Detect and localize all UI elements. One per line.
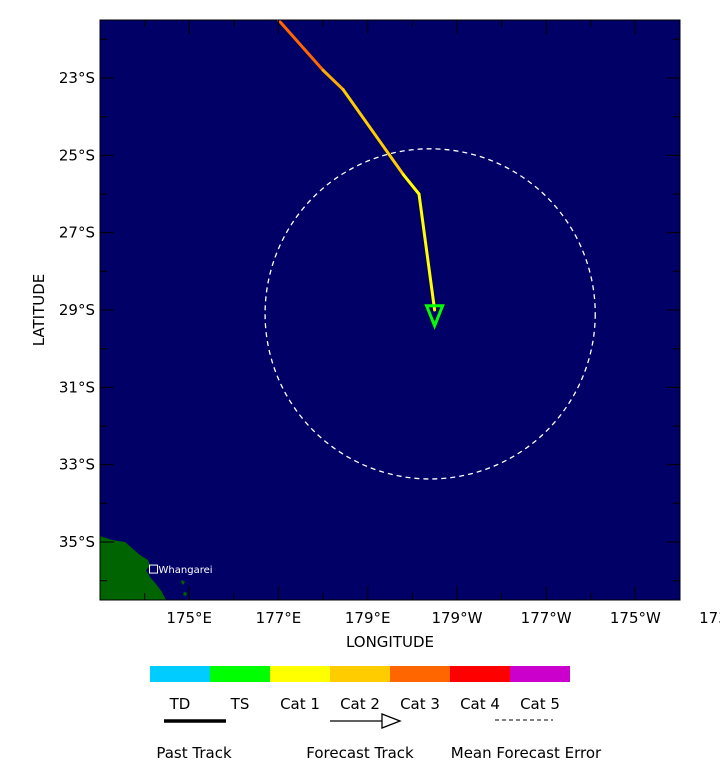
mean-forecast-error-label: Mean Forecast Error <box>451 744 602 760</box>
x-tick-label: 179°W <box>431 609 482 627</box>
y-axis-ticks: 23°S 25°S 27°S 29°S 31°S 33°S 35°S <box>59 38 680 582</box>
x-axis-title: LONGITUDE <box>346 633 434 651</box>
new-zealand-land <box>100 536 166 600</box>
legend-category-label: Cat 4 <box>460 695 500 713</box>
past-track-label: Past Track <box>156 744 232 760</box>
y-axis-title: LATITUDE <box>30 274 48 347</box>
coastal-island <box>183 592 187 596</box>
legend-swatch <box>390 666 450 682</box>
legend-swatch <box>330 666 390 682</box>
y-tick-label: 35°S <box>59 533 95 551</box>
track-segment <box>276 20 325 72</box>
track-segment <box>321 68 345 92</box>
y-tick-label: 33°S <box>59 456 95 474</box>
legend-swatch <box>510 666 570 682</box>
x-tick-label: 177°W <box>521 609 572 627</box>
legend-swatch <box>150 666 210 682</box>
track-segment <box>401 173 421 196</box>
city-label: Whangarei <box>159 565 213 576</box>
intensity-color-bar <box>150 666 570 682</box>
track-segment <box>341 88 405 177</box>
legend-category-label: Cat 1 <box>280 695 320 713</box>
legend-swatch <box>270 666 330 682</box>
legend-category-label: TD <box>169 695 191 713</box>
legend-category-label: Cat 2 <box>340 695 380 713</box>
y-tick-label: 31°S <box>59 378 95 396</box>
intensity-legend-labels: TD TS Cat 1 Cat 2 Cat 3 Cat 4 Cat 5 <box>169 695 560 713</box>
x-tick-label: 173°W <box>699 609 720 627</box>
x-tick-label: 175°E <box>166 609 212 627</box>
ocean-background <box>100 20 680 600</box>
legend-category-label: TS <box>230 695 250 713</box>
x-tick-label: 175°W <box>610 609 661 627</box>
legend-swatch <box>210 666 270 682</box>
y-tick-label: 29°S <box>59 301 95 319</box>
x-tick-label: 177°E <box>256 609 302 627</box>
past-track <box>276 20 437 312</box>
coastal-island <box>181 580 185 585</box>
x-tick-label: 179°E <box>345 609 391 627</box>
mean-forecast-error-circle <box>264 148 596 480</box>
forecast-position-marker <box>424 304 445 330</box>
legend-category-label: Cat 5 <box>520 695 560 713</box>
legend-swatch <box>450 666 510 682</box>
y-tick-label: 23°S <box>59 69 95 87</box>
track-segment <box>417 192 437 312</box>
city-marker <box>149 564 159 574</box>
x-axis-ticks: 175°E 177°E 179°E 179°W 177°W 175°W 173°W <box>144 20 720 627</box>
legend-category-label: Cat 3 <box>400 695 440 713</box>
y-tick-label: 25°S <box>59 146 95 164</box>
forecast-arrow-icon <box>381 713 402 729</box>
y-tick-label: 27°S <box>59 224 95 242</box>
forecast-track-label: Forecast Track <box>306 744 414 760</box>
city-whangarei: Whangarei <box>149 564 213 576</box>
